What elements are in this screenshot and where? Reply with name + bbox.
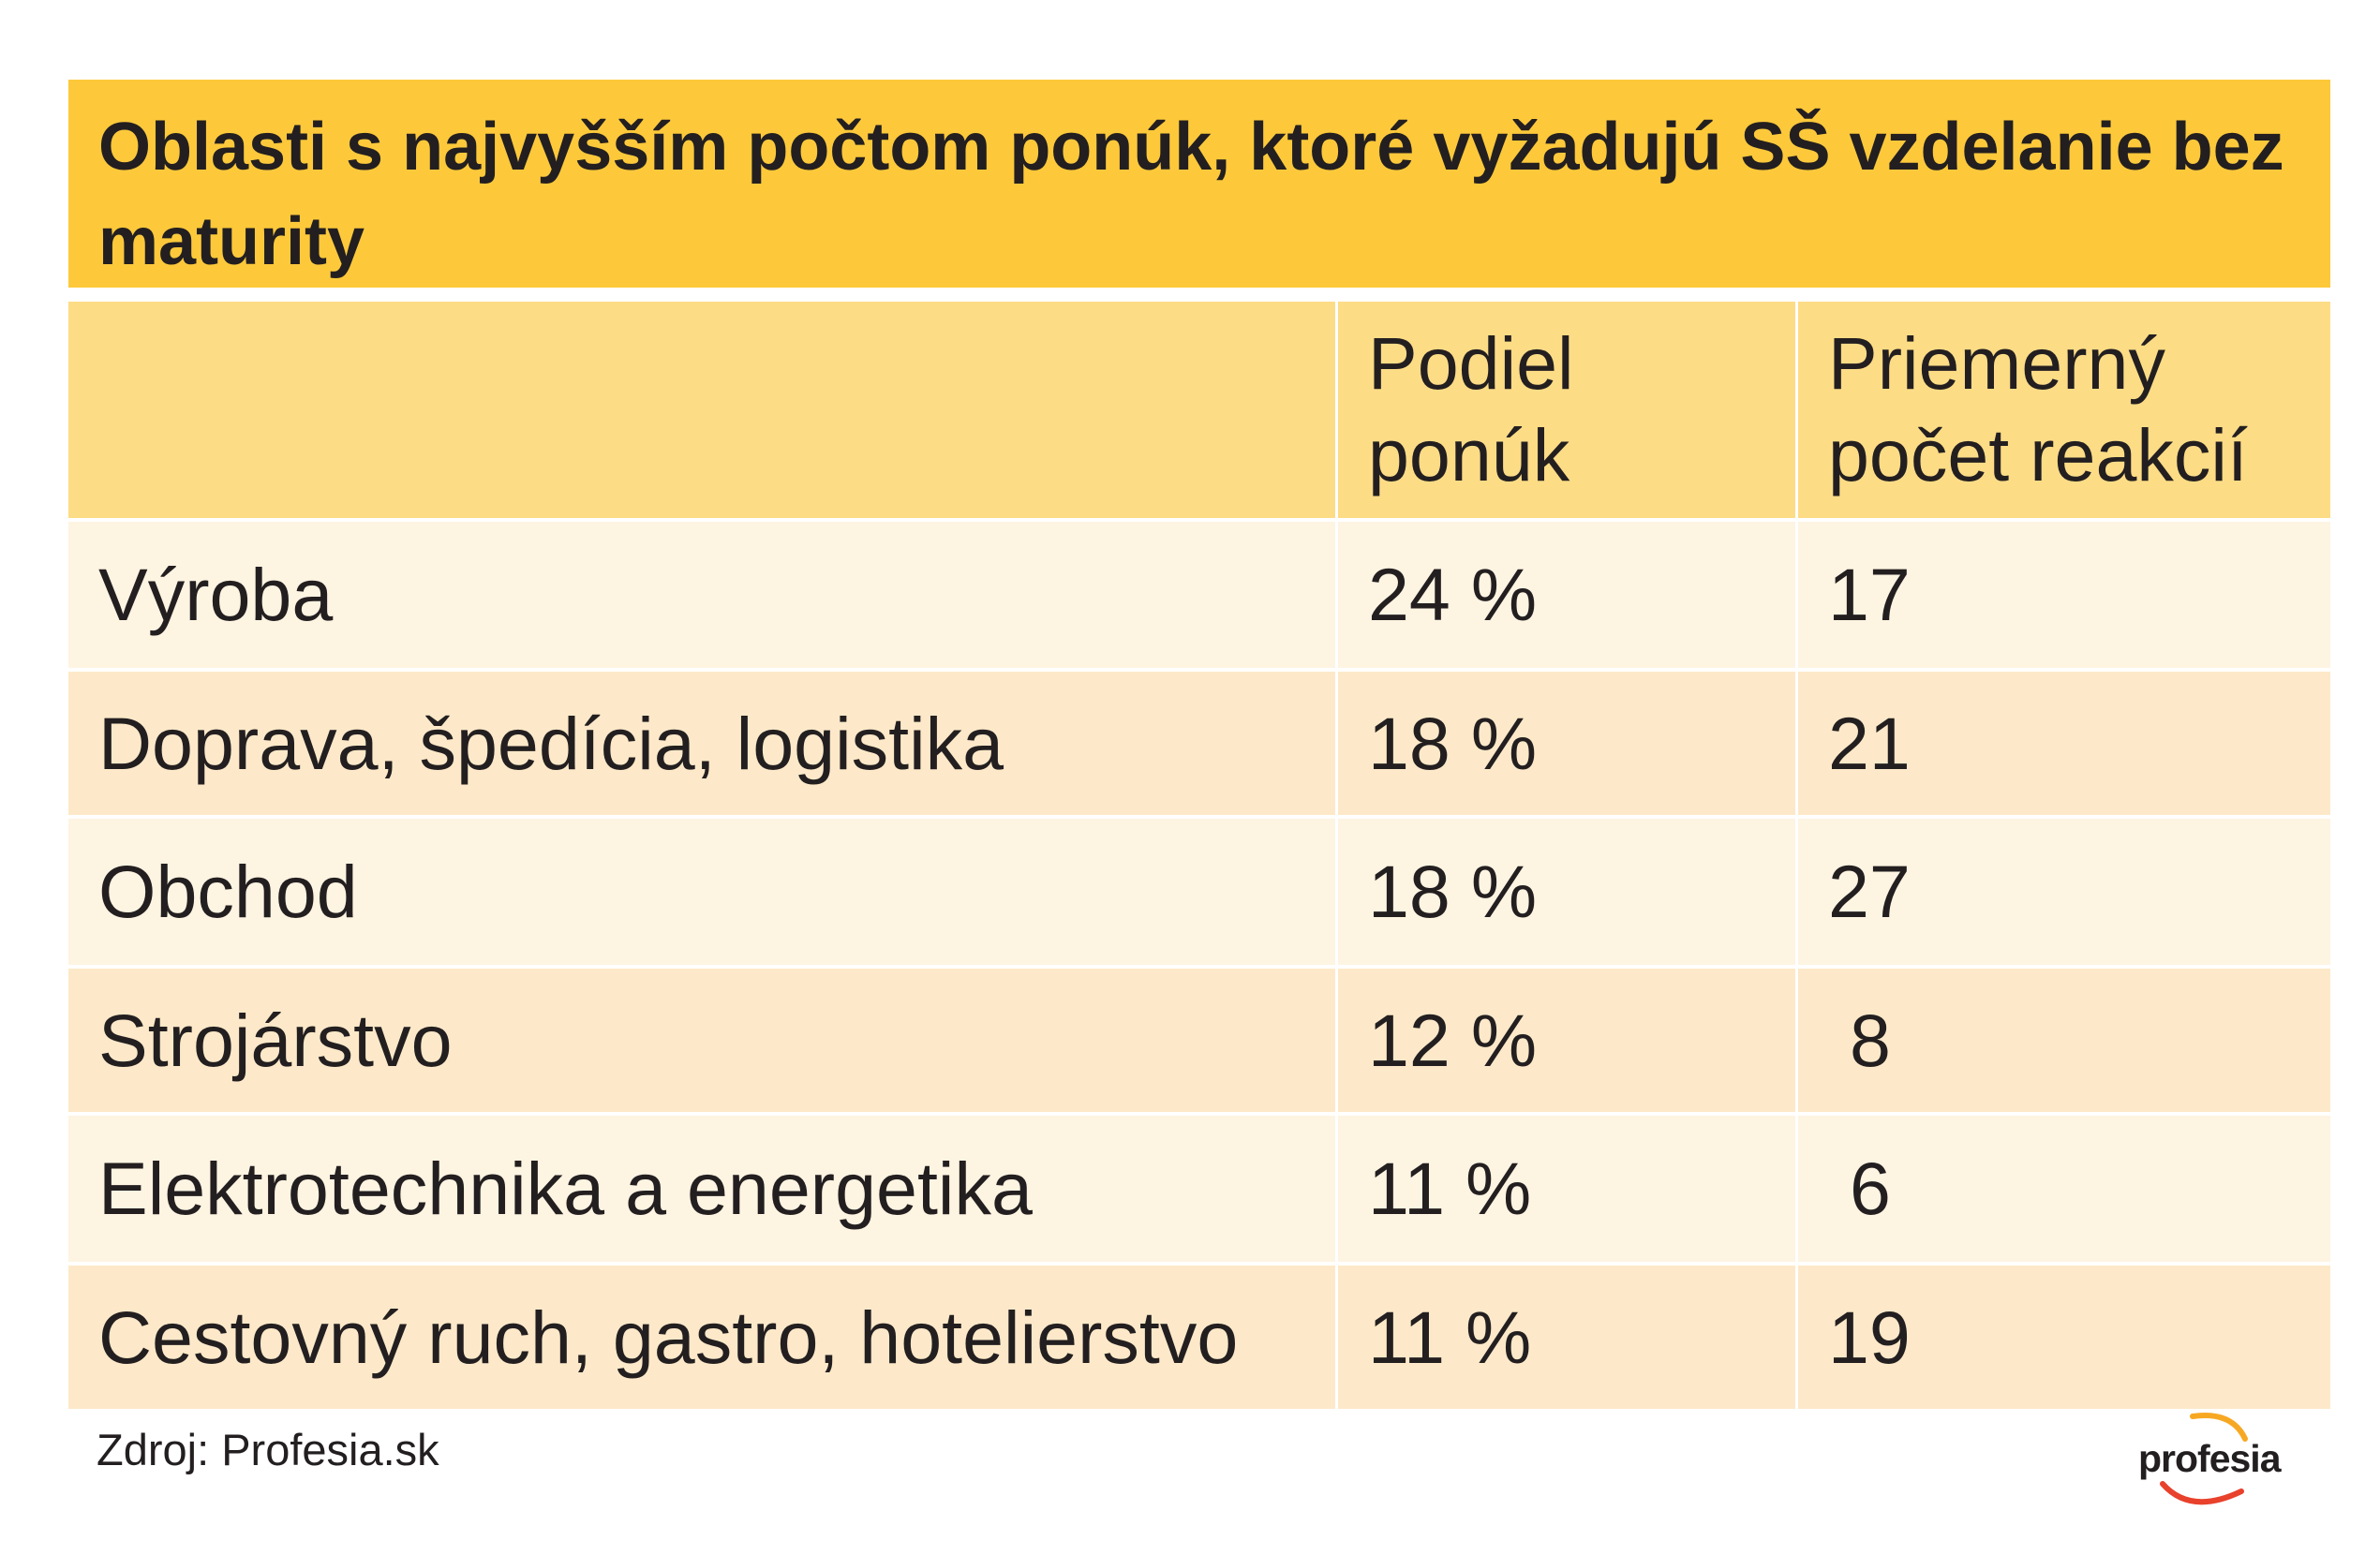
table-row-4-share: 11 % <box>1338 1116 1795 1262</box>
table-row-2-share: 18 % <box>1338 819 1795 965</box>
header-label-reactions: Priemerný počet reakcií <box>1828 321 2248 496</box>
header-cell-reactions: Priemerný počet reakcií <box>1798 302 2330 518</box>
header-cell-share: Podiel ponúk <box>1338 302 1795 518</box>
table-row-5-share: 11 % <box>1338 1266 1795 1409</box>
table-row-4-area: Elektrotechnika a energetika <box>68 1116 1335 1262</box>
table-row-1-reactions: 21 <box>1798 672 2330 815</box>
header-cell-area <box>68 302 1335 518</box>
table-row-0-reactions: 17 <box>1798 522 2330 668</box>
table-row-3-area: Strojárstvo <box>68 969 1335 1112</box>
table-row-3-share: 12 % <box>1338 969 1795 1112</box>
table-row-0-share: 24 % <box>1338 522 1795 668</box>
header-label-share: Podiel ponúk <box>1368 321 1574 496</box>
table-title: Oblasti s najvyšším počtom ponúk, ktoré … <box>98 110 2284 279</box>
table-row-4-reactions: 6 <box>1798 1116 2330 1262</box>
table-row-5-area: Cestovný ruch, gastro, hotelierstvo <box>68 1266 1335 1409</box>
table-row-5-reactions: 19 <box>1798 1266 2330 1409</box>
table-row-1-area: Doprava, špedícia, logistika <box>68 672 1335 815</box>
logo-text: profesia <box>2138 1437 2281 1480</box>
table-row-2-area: Obchod <box>68 819 1335 965</box>
title-bar: Oblasti s najvyšším počtom ponúk, ktoré … <box>68 80 2330 288</box>
table-row-0-area: Výroba <box>68 522 1335 668</box>
data-table: Podiel ponúk Priemerný počet reakcií Výr… <box>68 302 2330 1409</box>
table-row-2-reactions: 27 <box>1798 819 2330 965</box>
table-row-1-share: 18 % <box>1338 672 1795 815</box>
profesia-swoosh-icon <box>2160 1413 2248 1505</box>
source-note: Zdroj: Profesia.sk <box>97 1425 439 1474</box>
profesia-logo: profesia <box>2127 1411 2281 1514</box>
table-row-3-reactions: 8 <box>1798 969 2330 1112</box>
